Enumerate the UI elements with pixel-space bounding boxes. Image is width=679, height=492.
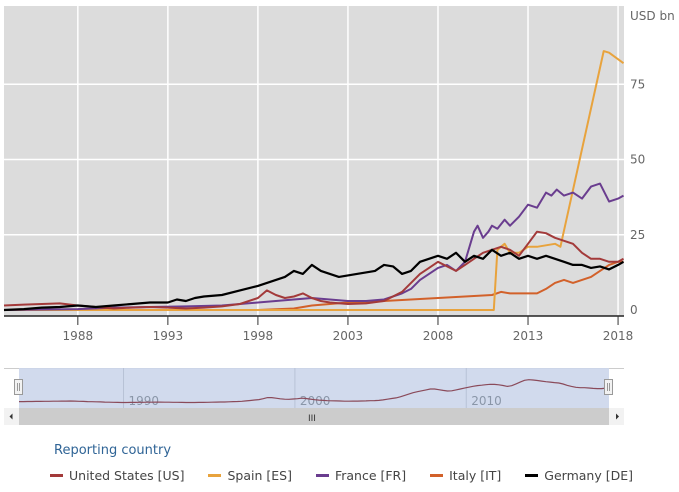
navigator-selected-range[interactable] (19, 368, 609, 408)
y-axis-unit-label: USD bn (630, 9, 675, 23)
legend-title: Reporting country (54, 443, 172, 458)
y-tick-label-75: 75 (630, 77, 645, 91)
x-tick-label-1993: 1993 (153, 329, 184, 343)
legend: United States [US] Spain [ES] France [FR… (50, 468, 657, 483)
series-line-united-states-us[interactable] (3, 230, 624, 310)
scrollbar-grip-icon: III (308, 414, 316, 424)
y-tick-label-25: 25 (630, 228, 645, 242)
legend-swatch-fr (315, 474, 329, 477)
series-lines (3, 50, 625, 312)
navigator-right-handle[interactable] (604, 379, 613, 395)
legend-label-it: Italy [IT] (449, 468, 502, 483)
legend-item-it[interactable]: Italy [IT] (430, 468, 501, 483)
series-line-italy-it[interactable] (4, 260, 624, 311)
x-tick-label-2003: 2003 (333, 329, 364, 343)
legend-label-us: United States [US] (69, 468, 185, 483)
navigator-label-2000: 2000 (300, 394, 331, 408)
right-arrow-icon (616, 413, 619, 420)
x-axis-ticks: 1988 1993 1998 2003 2008 2013 2018 (63, 316, 634, 343)
navigator-left-handle[interactable] (14, 379, 23, 395)
x-tick-label-2018: 2018 (603, 329, 634, 343)
y-tick-label-0: 0 (630, 303, 638, 317)
x-tick-label-2008: 2008 (423, 329, 454, 343)
legend-label-de: Germany [DE] (544, 468, 633, 483)
legend-item-us[interactable]: United States [US] (50, 468, 184, 483)
x-tick-label-2013: 2013 (513, 329, 544, 343)
legend-swatch-es (208, 474, 222, 477)
legend-item-de[interactable]: Germany [DE] (525, 468, 633, 483)
navigator-label-1990: 1990 (129, 394, 160, 408)
series-line-germany-de[interactable] (3, 248, 625, 312)
x-tick-label-1998: 1998 (243, 329, 274, 343)
left-arrow-icon (9, 413, 13, 420)
legend-item-es[interactable]: Spain [ES] (208, 468, 292, 483)
y-tick-label-50: 50 (630, 153, 645, 167)
legend-label-es: Spain [ES] (227, 468, 292, 483)
plot-background (4, 6, 624, 316)
legend-swatch-de (525, 474, 539, 477)
scrollbar-left-arrow[interactable] (4, 408, 19, 425)
navigator[interactable]: 1990 2000 2010 III (0, 360, 679, 430)
navigator-label-2010: 2010 (471, 394, 502, 408)
navigator-grid: 1990 2000 2010 (123, 368, 502, 408)
main-chart: 1988 1993 1998 2003 2008 2013 2018 0 25 50 75 USD… (3, 6, 675, 343)
scrollbar-thumb[interactable] (19, 408, 609, 425)
legend-swatch-it (430, 474, 444, 477)
series-line-france-fr[interactable] (3, 182, 624, 311)
y-axis-ticks: 0 25 50 75 (630, 77, 645, 317)
scrollbar-right-arrow[interactable] (609, 408, 624, 425)
legend-item-fr[interactable]: France [FR] (315, 468, 407, 483)
x-tick-label-1988: 1988 (63, 329, 94, 343)
navigator-series-line (19, 379, 606, 404)
legend-label-fr: France [FR] (334, 468, 407, 483)
legend-swatch-us (50, 474, 63, 477)
